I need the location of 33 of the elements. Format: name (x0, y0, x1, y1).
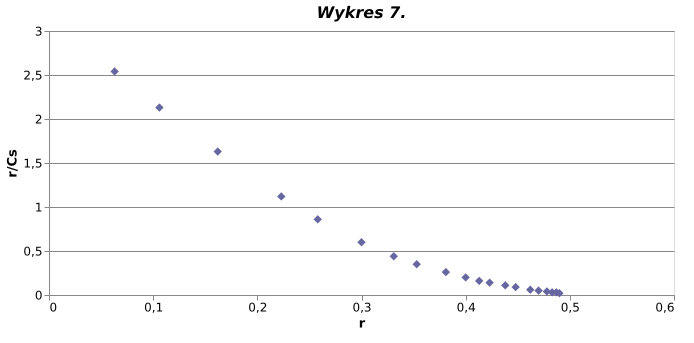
point (442, 268, 450, 276)
y-tick-label: 2,5 (23, 68, 42, 82)
point (357, 238, 366, 246)
point (155, 103, 164, 112)
y-tick-label: 0,5 (23, 244, 42, 258)
x-tick-label: 0,3 (352, 300, 372, 314)
y-tick-label: 0 (34, 288, 42, 302)
y-tick-label: 3 (34, 24, 42, 38)
chart-title: Wykres 7. (316, 3, 406, 22)
point (501, 281, 510, 290)
point (485, 278, 494, 287)
point (110, 67, 119, 76)
point (412, 260, 421, 268)
point (534, 286, 543, 295)
y-axis-title: r/Cs (5, 149, 20, 178)
y-tick-label: 1 (34, 200, 42, 214)
point (314, 215, 322, 224)
x-tick-label: 0,5 (560, 300, 580, 314)
x-tick-label: 0,1 (144, 300, 164, 314)
point (475, 276, 484, 286)
x-axis-title: r (358, 316, 366, 332)
point (277, 192, 286, 201)
y-tick-label: 2 (34, 112, 42, 126)
point (461, 273, 470, 282)
x-tick-label: 0,2 (248, 300, 268, 314)
y-tick-label: 1,5 (23, 156, 42, 170)
point (526, 286, 534, 294)
x-tick-label: 0,6 (655, 300, 674, 314)
point (511, 282, 520, 292)
x-tick-label: 0 (50, 300, 58, 314)
point (214, 147, 222, 156)
point (390, 252, 398, 260)
x-tick-label: 0,4 (456, 300, 476, 314)
